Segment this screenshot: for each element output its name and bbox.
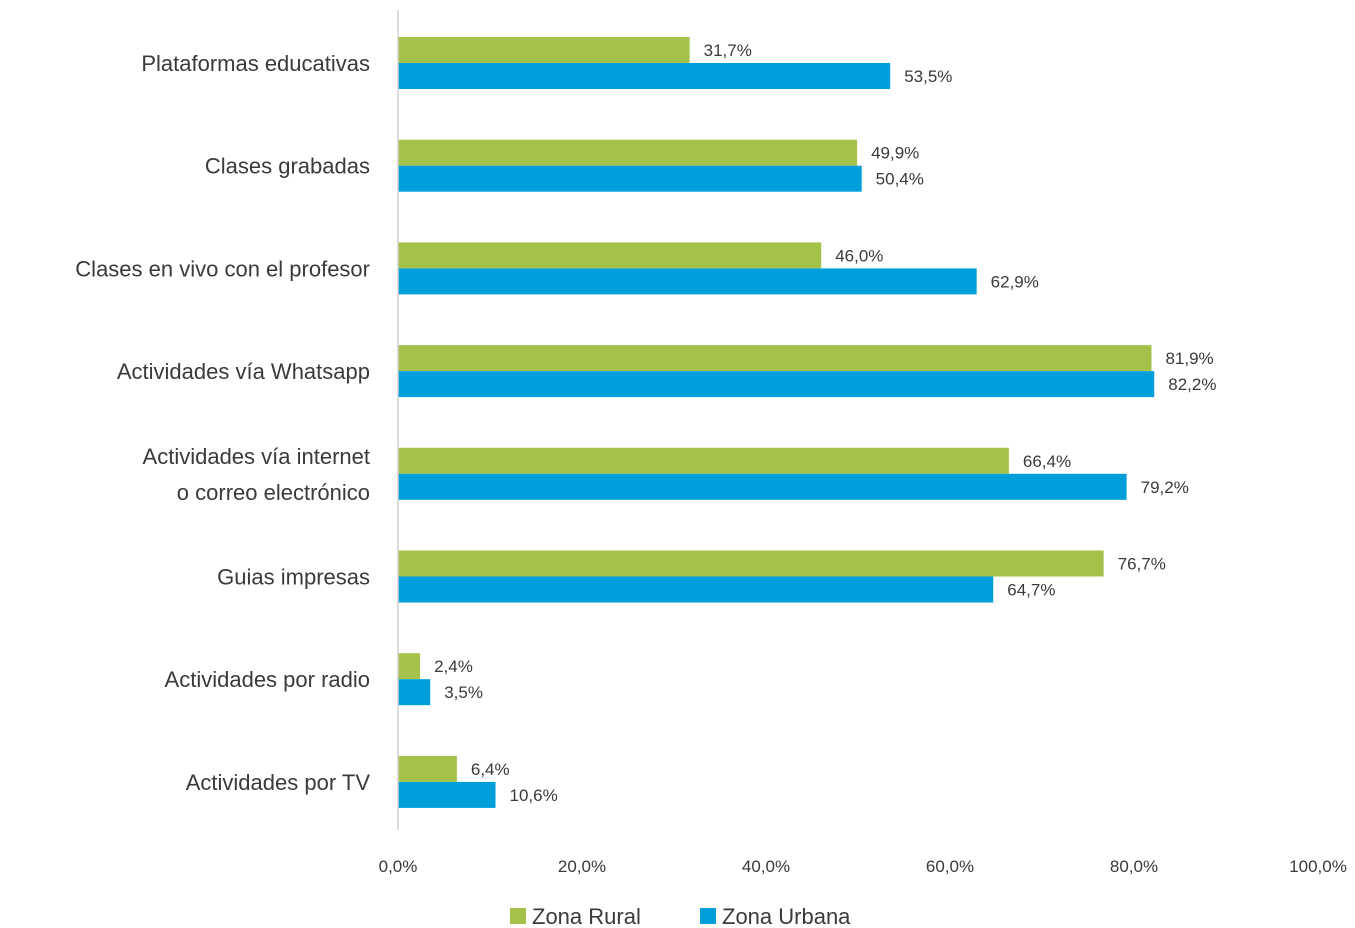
bar-urbana <box>398 679 431 706</box>
data-label: 64,7% <box>1007 581 1055 600</box>
bar-rural <box>398 653 421 680</box>
data-label: 46,0% <box>835 246 883 265</box>
bar-urbana <box>398 268 977 295</box>
category-label: Clases en vivo con el profesor <box>75 256 370 281</box>
legend-swatch <box>700 908 716 924</box>
bar-urbana <box>398 63 891 89</box>
data-label: 81,9% <box>1165 349 1213 368</box>
data-label: 6,4% <box>471 760 510 779</box>
data-label: 76,7% <box>1118 555 1166 574</box>
category-label-line: o correo electrónico <box>177 480 370 505</box>
x-tick-label: 60,0% <box>926 857 974 876</box>
data-label: 31,7% <box>704 41 752 60</box>
x-axis-ticks: 0,0% 20,0% 40,0% 60,0% 80,0% 100,0% <box>379 857 1347 876</box>
x-tick-label: 80,0% <box>1110 857 1158 876</box>
legend-swatch <box>510 908 526 924</box>
data-label: 66,4% <box>1023 452 1071 471</box>
legend-label: Zona Rural <box>532 904 641 928</box>
data-label: 2,4% <box>434 657 473 676</box>
bar-rural <box>398 139 858 166</box>
data-label: 82,2% <box>1168 375 1216 394</box>
bar-urbana <box>398 781 496 808</box>
bar-urbana <box>398 473 1127 500</box>
data-label: 50,4% <box>876 170 924 189</box>
x-tick-label: 20,0% <box>558 857 606 876</box>
category-label: Actividades vía Whatsapp <box>117 359 370 384</box>
data-label: 3,5% <box>444 683 483 702</box>
data-label: 62,9% <box>991 272 1039 291</box>
bar-urbana <box>398 576 994 603</box>
data-label: 53,5% <box>904 67 952 86</box>
bar-urbana <box>398 165 862 192</box>
x-tick-label: 100,0% <box>1289 857 1347 876</box>
bar-urbana <box>398 371 1155 398</box>
bar-rural <box>398 755 457 782</box>
category-label: Guias impresas <box>217 565 370 590</box>
value-labels: 31,7% 53,5% 49,9% 50,4% 46,0% 62,9% 81,9% 82,2%… <box>434 41 1216 805</box>
bar-rural <box>398 242 822 269</box>
bar-rural <box>398 550 1104 577</box>
category-labels: Plataformas educativas Clases grabadas Cla… <box>75 51 370 795</box>
category-label: Plataformas educativas <box>141 51 370 76</box>
x-tick-label: 40,0% <box>742 857 790 876</box>
bar-rural <box>398 37 690 63</box>
category-label-line: Actividades vía internet <box>143 444 370 469</box>
bar-rural <box>398 345 1152 372</box>
data-label: 79,2% <box>1141 478 1189 497</box>
legend-label: Zona Urbana <box>722 904 851 928</box>
data-label: 10,6% <box>510 786 558 805</box>
category-label: Actividades por TV <box>186 770 371 795</box>
bars-layer <box>398 37 1155 808</box>
category-label: Actividades vía internet o correo electró… <box>143 444 370 505</box>
x-tick-label: 0,0% <box>379 857 418 876</box>
category-label: Clases grabadas <box>205 154 370 179</box>
legend: Zona Rural Zona Urbana <box>510 904 851 928</box>
category-label: Actividades por radio <box>165 667 370 692</box>
bar-rural <box>398 447 1009 474</box>
data-label: 49,9% <box>871 144 919 163</box>
